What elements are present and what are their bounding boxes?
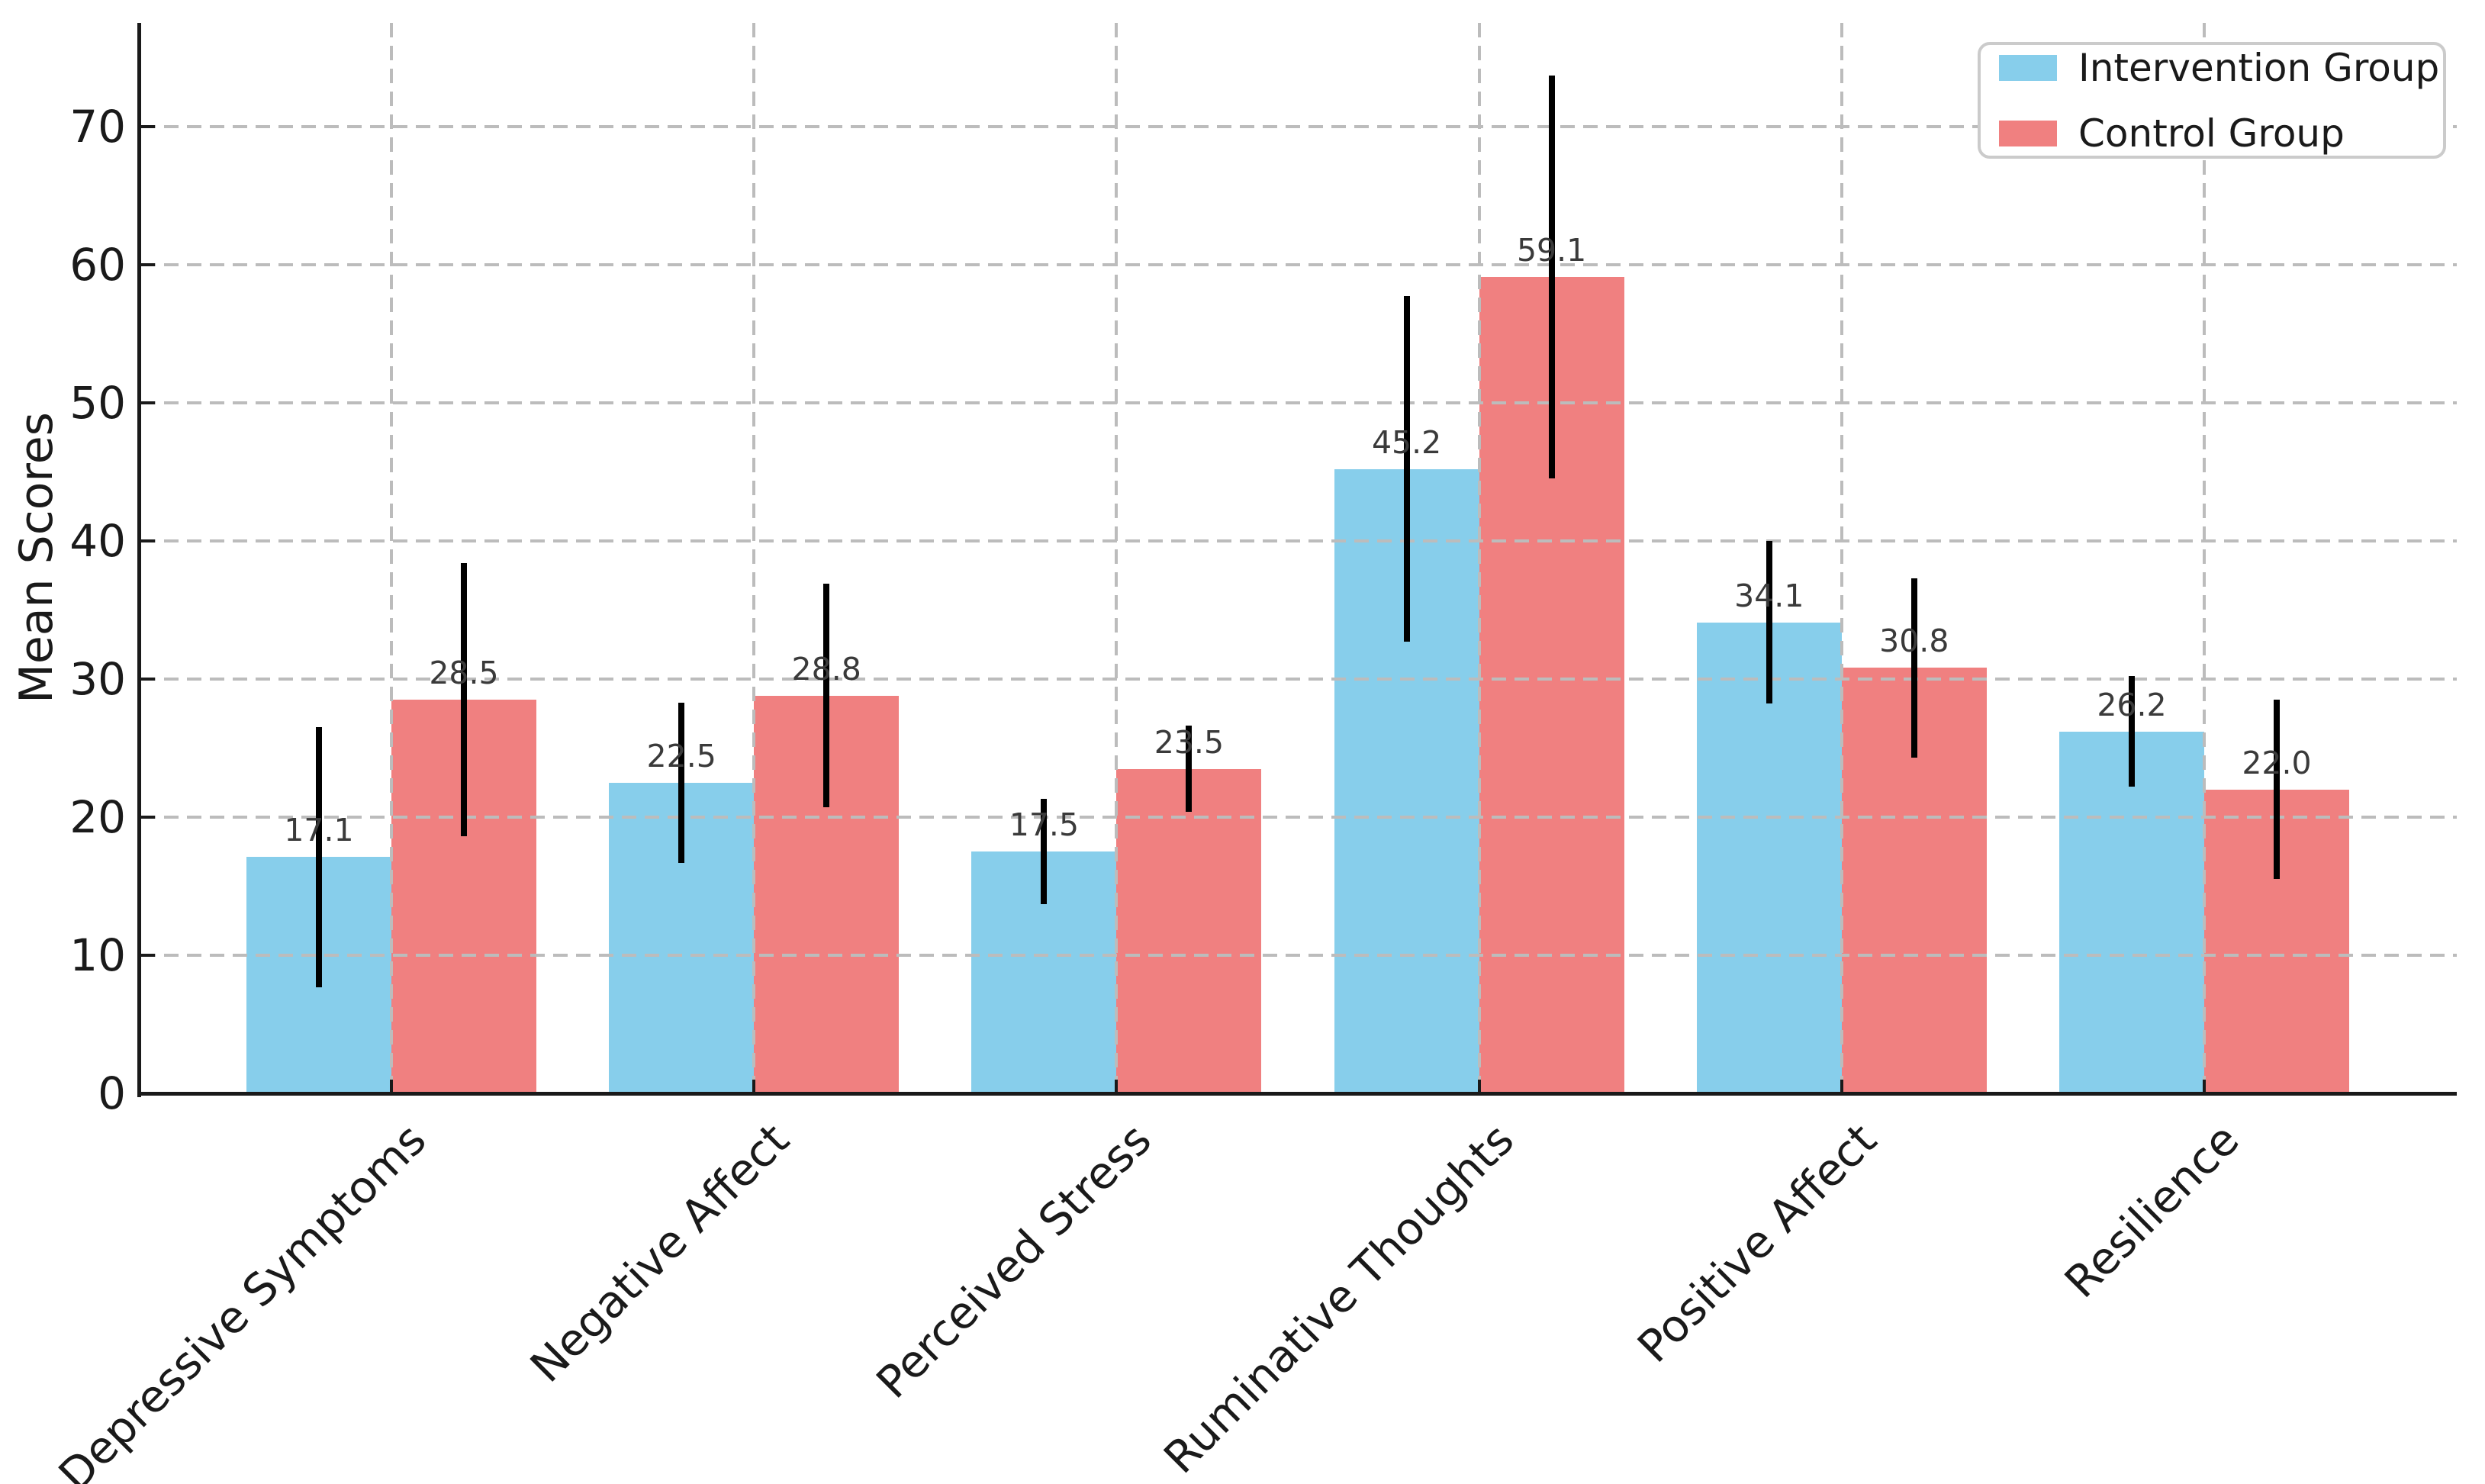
intervention-color-swatch [1999, 54, 2057, 81]
x-tick-label-1: Negative Affect [520, 1113, 799, 1392]
y-tick-label-30: 30 [69, 652, 126, 705]
error-bar-1-3 [1548, 75, 1555, 479]
y-tick-label-70: 70 [69, 100, 126, 153]
bar-value-label-1-5: 22.0 [2242, 744, 2312, 781]
y-axis-spine [137, 23, 141, 1097]
bar-intervention-group-5 [2059, 731, 2204, 1093]
y-tick-20 [141, 815, 155, 819]
x-tick-label-4: Positive Affect [1627, 1113, 1887, 1373]
h-gridline-40 [141, 539, 2457, 542]
error-bar-0-0 [316, 727, 322, 987]
control-color-swatch [1999, 120, 2057, 146]
bar-value-label-0-5: 26.2 [2097, 686, 2167, 723]
h-gridline-60 [141, 262, 2457, 266]
v-gridline-1 [752, 23, 756, 1093]
v-gridline-0 [390, 23, 393, 1093]
legend: Intervention Group Control Group [1978, 42, 2446, 159]
x-tick-label-3: Ruminative Thoughts [1154, 1113, 1524, 1484]
error-bar-1-1 [823, 583, 830, 808]
h-gridline-50 [141, 401, 2457, 404]
x-tick-label-2: Perceived Stress [866, 1113, 1161, 1408]
bar-value-label-0-4: 34.1 [1734, 577, 1804, 614]
v-gridline-4 [1840, 23, 1843, 1093]
y-tick-10 [141, 953, 155, 957]
bar-value-label-0-0: 17.1 [284, 812, 354, 849]
y-tick-label-50: 50 [69, 376, 126, 429]
h-gridline-10 [141, 953, 2457, 957]
bar-value-label-0-3: 45.2 [1371, 423, 1442, 461]
bar-value-label-0-1: 22.5 [646, 737, 716, 774]
y-tick-40 [141, 539, 155, 542]
h-gridline-70 [141, 124, 2457, 128]
bar-value-label-0-2: 17.5 [1009, 806, 1080, 844]
error-bar-1-2 [1186, 726, 1193, 812]
error-bar-0-3 [1403, 296, 1410, 642]
legend-item-intervention: Intervention Group [1999, 49, 2443, 87]
v-gridline-3 [1477, 23, 1481, 1093]
error-bar-1-5 [2274, 700, 2280, 880]
x-tick-label-5: Resilience [2055, 1113, 2249, 1309]
error-bar-1-4 [1910, 578, 1917, 758]
error-bar-0-4 [1766, 540, 1772, 704]
y-tick-30 [141, 677, 155, 681]
x-axis-spine [137, 1092, 2457, 1096]
x-tick-3 [1477, 1080, 1481, 1093]
bar-value-label-1-4: 30.8 [1879, 623, 1949, 660]
legend-label-intervention: Intervention Group [2078, 45, 2440, 90]
y-tick-label-40: 40 [69, 514, 126, 567]
h-gridline-20 [141, 815, 2457, 819]
legend-item-control: Control Group [1999, 114, 2443, 153]
x-tick-label-0: Depressive Symptoms [48, 1113, 436, 1484]
y-tick-70 [141, 124, 155, 128]
y-tick-label-10: 10 [69, 929, 126, 981]
y-tick-label-20: 20 [69, 790, 126, 843]
error-bar-0-2 [1041, 799, 1048, 904]
y-tick-label-0: 0 [98, 1067, 126, 1119]
x-tick-2 [1115, 1080, 1119, 1093]
bar-value-label-1-1: 28.8 [791, 650, 861, 687]
error-bar-1-0 [461, 562, 467, 837]
x-tick-0 [390, 1080, 393, 1093]
bar-value-label-1-0: 28.5 [429, 655, 499, 692]
error-bar-0-1 [678, 702, 685, 863]
bar-value-label-1-3: 59.1 [1516, 232, 1587, 269]
error-bar-0-5 [2129, 676, 2135, 787]
x-tick-1 [752, 1080, 756, 1093]
y-tick-60 [141, 262, 155, 266]
bar-control-group-2 [1116, 768, 1262, 1093]
x-tick-4 [1840, 1080, 1843, 1093]
v-gridline-2 [1115, 23, 1119, 1093]
x-tick-5 [2203, 1080, 2206, 1093]
v-gridline-5 [2203, 23, 2206, 1093]
h-gridline-30 [141, 677, 2457, 681]
bar-value-label-1-2: 23.5 [1154, 723, 1225, 761]
y-tick-50 [141, 401, 155, 404]
y-tick-label-60: 60 [69, 238, 126, 291]
legend-label-control: Control Group [2078, 111, 2345, 156]
